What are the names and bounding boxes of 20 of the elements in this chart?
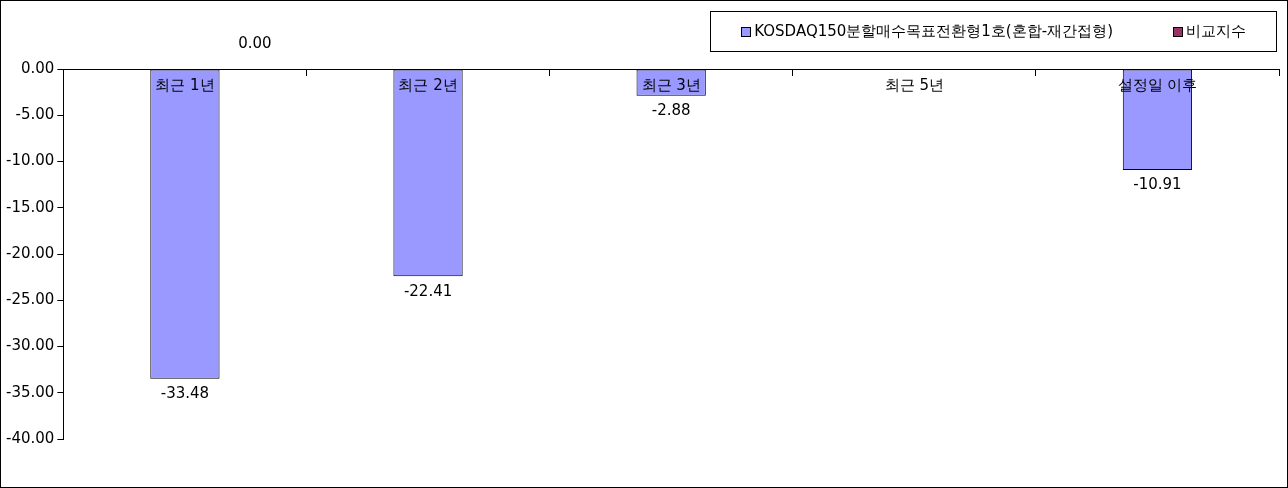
y-tick-label: -10.00	[6, 151, 55, 170]
x-tick-label: 최근 3년	[641, 76, 701, 95]
data-label: -22.41	[403, 281, 453, 300]
data-label: -10.91	[1133, 175, 1182, 194]
y-tick-label: -40.00	[6, 428, 55, 447]
y-tick-label: -25.00	[6, 290, 55, 309]
x-tick-label: 최근 1년	[155, 76, 215, 95]
y-tick-label: -35.00	[6, 382, 55, 401]
y-tick-label: -5.00	[15, 105, 55, 124]
y-tick-label: 0.00	[20, 58, 55, 77]
data-label: -2.88	[651, 101, 691, 120]
text: 0.00	[238, 33, 272, 52]
data-label: -33.48	[160, 384, 210, 403]
legend-label: KOSDAQ150분할매수목표전환형1호(혼합-재간접형)	[754, 22, 1113, 41]
x-tick-label: 최근 2년	[398, 76, 458, 95]
x-tick-label: 최근 5년	[884, 76, 944, 95]
y-tick-label: -15.00	[6, 197, 55, 216]
y-tick-label: -20.00	[6, 243, 55, 262]
y-tick-label: -30.00	[6, 336, 55, 355]
legend-label: 비교지수	[1186, 22, 1246, 41]
